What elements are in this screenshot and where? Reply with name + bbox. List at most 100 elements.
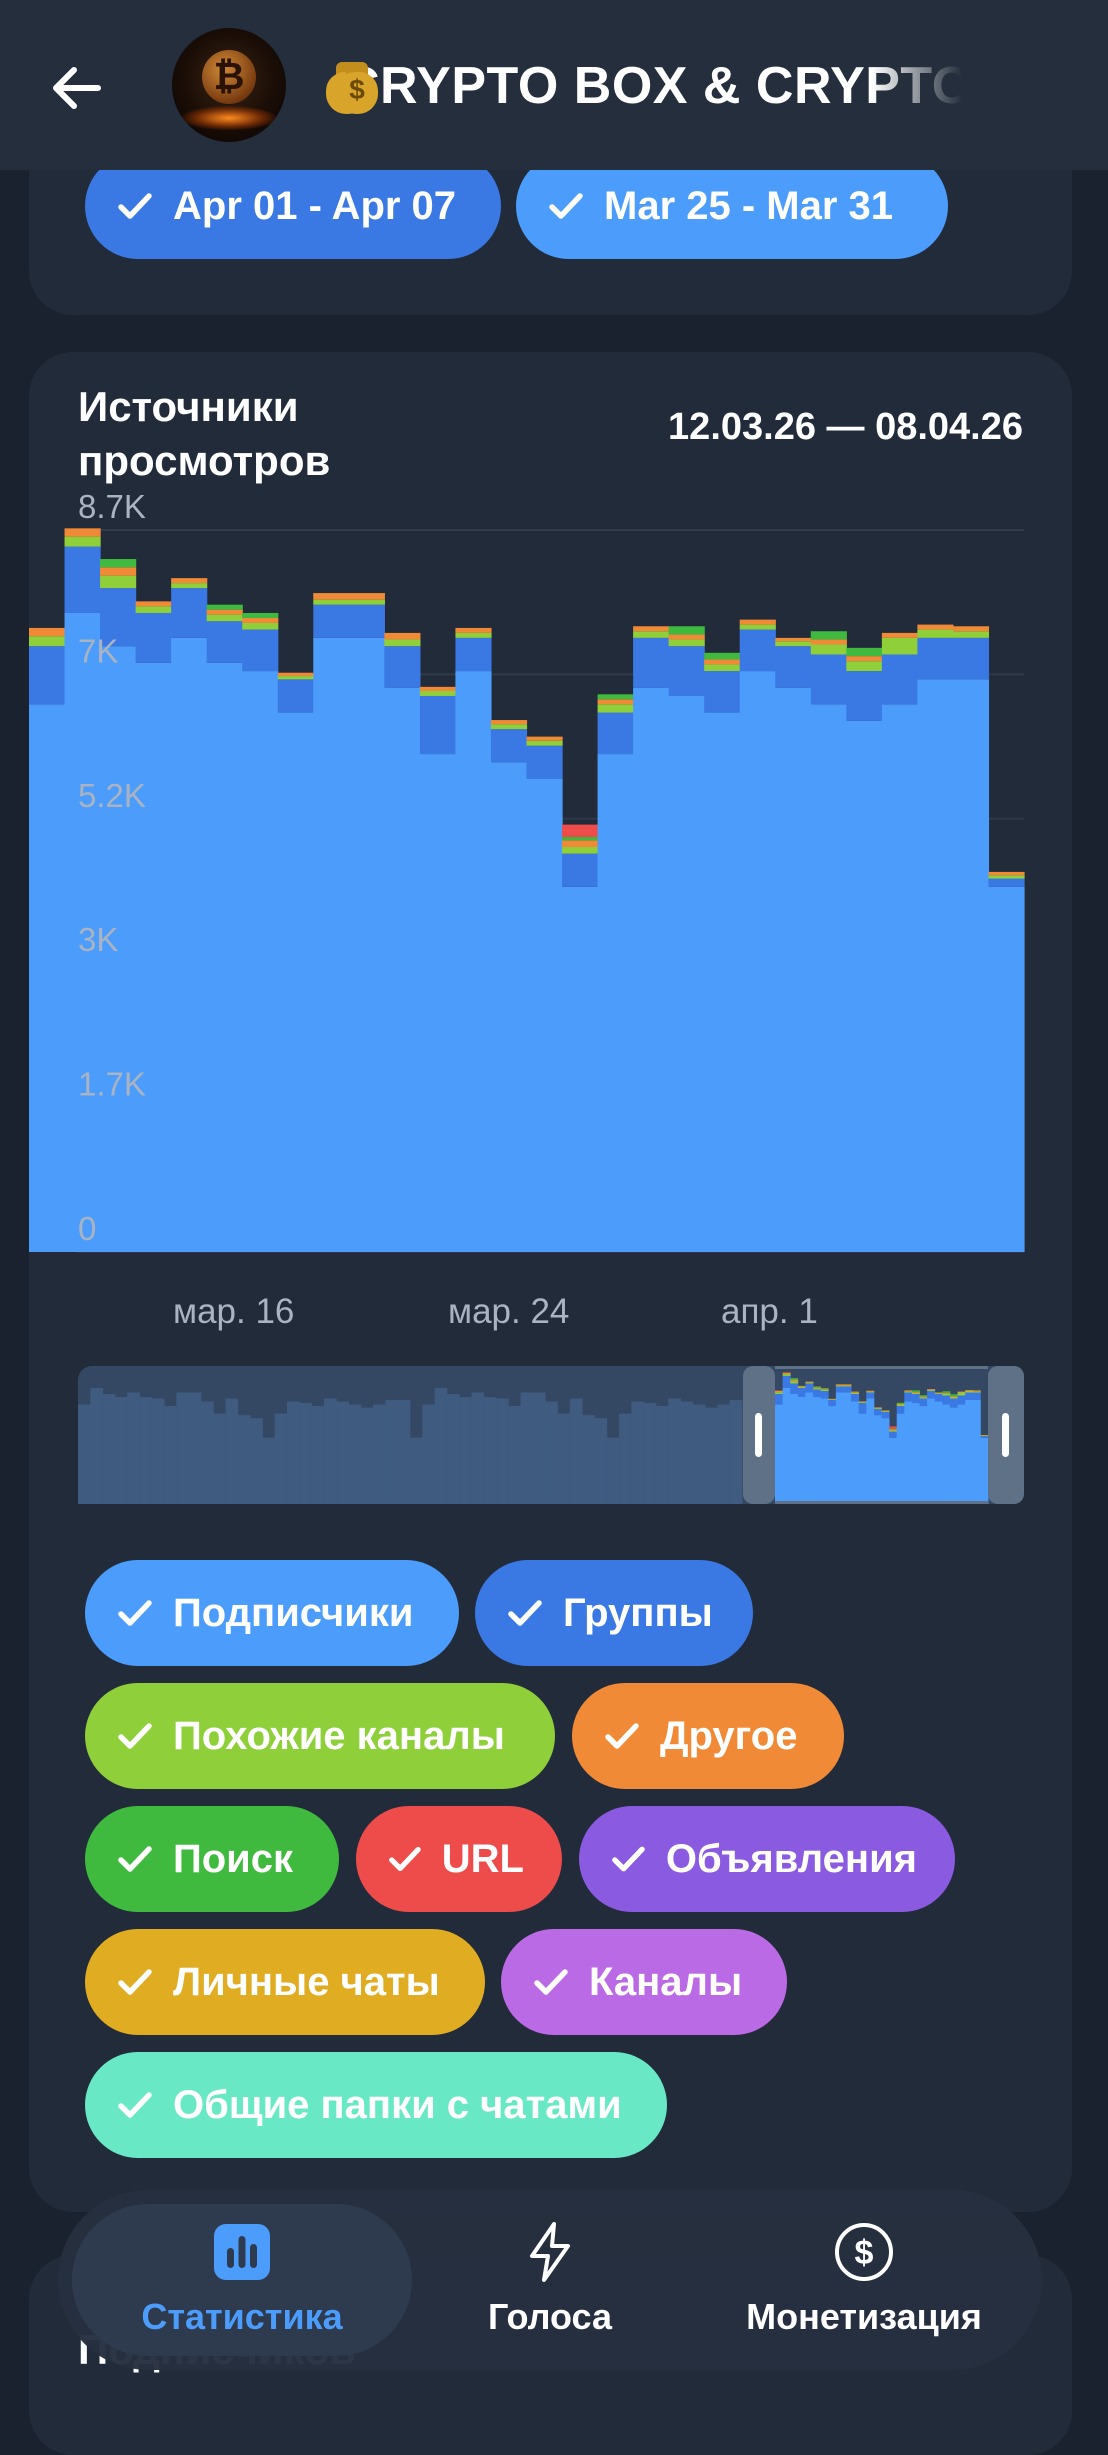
bar-segment xyxy=(348,599,385,605)
navigator-bar-segment xyxy=(790,1383,799,1394)
navigator-history-bar xyxy=(582,1415,595,1504)
source-chip[interactable]: Личные чаты xyxy=(85,1929,485,2035)
back-button[interactable] xyxy=(36,48,116,128)
bar-segment xyxy=(917,679,954,1252)
checkmark-icon xyxy=(118,1969,152,1995)
navigator-bar-segment xyxy=(965,1390,974,1393)
x-tick-label: мар. 16 xyxy=(173,1292,295,1331)
bar-segment xyxy=(775,646,812,688)
source-chip[interactable]: Похожие каналы xyxy=(85,1683,555,1789)
bar-segment xyxy=(206,662,243,1252)
navigator-bar-segment xyxy=(980,1437,989,1504)
bar-segment xyxy=(739,619,776,625)
bar-segment xyxy=(810,644,847,655)
chip-label: Объявления xyxy=(665,1836,917,1881)
navigator-bar-segment xyxy=(965,1390,974,1391)
navigator-bar-segment xyxy=(896,1402,905,1404)
navigator-history-bar xyxy=(569,1398,583,1504)
navigator-bar-segment xyxy=(896,1403,905,1405)
navigator-bar-segment xyxy=(775,1392,784,1394)
source-chip[interactable]: Группы xyxy=(475,1560,753,1666)
channel-title: CRYPTO BOX & CRYPTO xyxy=(342,57,962,115)
navigator-bar-segment xyxy=(790,1381,799,1384)
channel-title-wrap[interactable]: $ $ CRYPTO BOX & CRYPTO xyxy=(322,46,962,126)
navigator-history-bar xyxy=(532,1392,546,1504)
navigator-bar-segment xyxy=(980,1436,989,1438)
navigator-bar-segment xyxy=(942,1391,951,1393)
navigator-bar-segment xyxy=(949,1396,958,1399)
channel-avatar[interactable]: ₿ xyxy=(172,28,286,142)
navigator-bar-segment xyxy=(775,1390,784,1393)
checkmark-icon xyxy=(389,1846,421,1872)
bar-segment xyxy=(171,578,208,584)
bar-segment xyxy=(562,847,599,854)
chart-title: Источники просмотров xyxy=(78,383,331,484)
chip-label: Каналы xyxy=(589,1959,743,2004)
navigator-history-bar xyxy=(237,1415,251,1504)
navigator-bar-segment xyxy=(889,1430,898,1432)
bar-segment xyxy=(668,646,705,696)
navigator-history-bar xyxy=(631,1401,645,1504)
navigator-history-bar xyxy=(557,1413,571,1504)
period-chip[interactable]: Apr 01 - Apr 07 xyxy=(85,153,501,259)
navigator-bar-segment xyxy=(942,1395,951,1405)
nav-statistics[interactable]: Статистика xyxy=(72,2190,412,2370)
bar-segment xyxy=(526,778,563,1252)
bar-segment xyxy=(455,637,492,672)
bar-segment xyxy=(562,853,599,887)
nav-votes[interactable]: Голоса xyxy=(398,2190,702,2370)
source-chip[interactable]: Объявления xyxy=(579,1806,955,1912)
bar-segment xyxy=(242,617,279,623)
navigator-bar-segment xyxy=(843,1385,852,1387)
navigator-bar-segment xyxy=(911,1393,920,1404)
bar-segment xyxy=(526,745,563,779)
source-chip[interactable]: Другое xyxy=(572,1683,844,1789)
source-chip[interactable]: Общие папки с чатами xyxy=(85,2052,667,2158)
navigator-bar-segment xyxy=(866,1390,875,1392)
navigator-bar-segment xyxy=(889,1431,898,1438)
bar-segment xyxy=(704,712,741,1252)
bar-segment xyxy=(952,637,990,680)
checkmark-icon xyxy=(605,1723,639,1749)
navigator-history-bar xyxy=(188,1392,202,1504)
navigator-bar-segment xyxy=(813,1388,822,1390)
navigator-bar-segment xyxy=(934,1401,943,1504)
period-chip[interactable]: Mar 25 - Mar 31 xyxy=(516,153,948,259)
top-bar: ₿ $ $ CRYPTO BOX & CRYPTO xyxy=(0,0,1108,170)
bar-segment xyxy=(455,627,492,633)
navigator-history-bar xyxy=(127,1392,140,1504)
source-chip[interactable]: URL xyxy=(356,1806,562,1912)
bar-segment xyxy=(135,601,172,607)
bar-segment xyxy=(526,736,563,741)
chart-date-range[interactable]: 12.03.26 — 08.04.26 xyxy=(668,406,1023,448)
chip-label: Другое xyxy=(660,1713,798,1758)
navigator-bar-segment xyxy=(881,1412,890,1419)
navigator-bar-segment xyxy=(965,1392,974,1401)
navigator-bar-segment xyxy=(911,1391,920,1393)
navigator-history-bar xyxy=(397,1400,411,1504)
bar-segment xyxy=(846,656,883,662)
bar-segment xyxy=(206,614,243,622)
checkmark-icon xyxy=(612,1846,645,1872)
nav-monetization[interactable]: $ Монетизация xyxy=(694,2190,1034,2370)
dollar-coin-icon: $ xyxy=(835,2223,893,2281)
bar-segment xyxy=(64,546,101,613)
navigator-bar-segment xyxy=(904,1390,913,1392)
navigator-bar-segment xyxy=(919,1406,928,1504)
navigator-bar-segment xyxy=(927,1398,936,1504)
bar-segment xyxy=(597,712,634,755)
source-chip[interactable]: Поиск xyxy=(85,1806,339,1912)
source-chip[interactable]: Каналы xyxy=(501,1929,787,2035)
bar-segment xyxy=(135,662,172,1252)
navigator-bar-segment xyxy=(866,1398,875,1504)
navigator-history-bar xyxy=(151,1398,165,1504)
stacked-area-chart[interactable]: 0 1.7K 3K 5.2K 7K 8.7K xyxy=(0,0,1108,1520)
navigator-bar-segment xyxy=(957,1395,966,1405)
source-chip[interactable]: Подписчики xyxy=(85,1560,459,1666)
chip-label: Похожие каналы xyxy=(173,1713,505,1758)
checkmark-icon xyxy=(118,1846,152,1872)
bar-segment xyxy=(668,634,705,640)
bar-segment xyxy=(562,837,599,841)
navigator-bar-segment xyxy=(889,1428,898,1430)
chip-label: Группы xyxy=(563,1590,713,1635)
